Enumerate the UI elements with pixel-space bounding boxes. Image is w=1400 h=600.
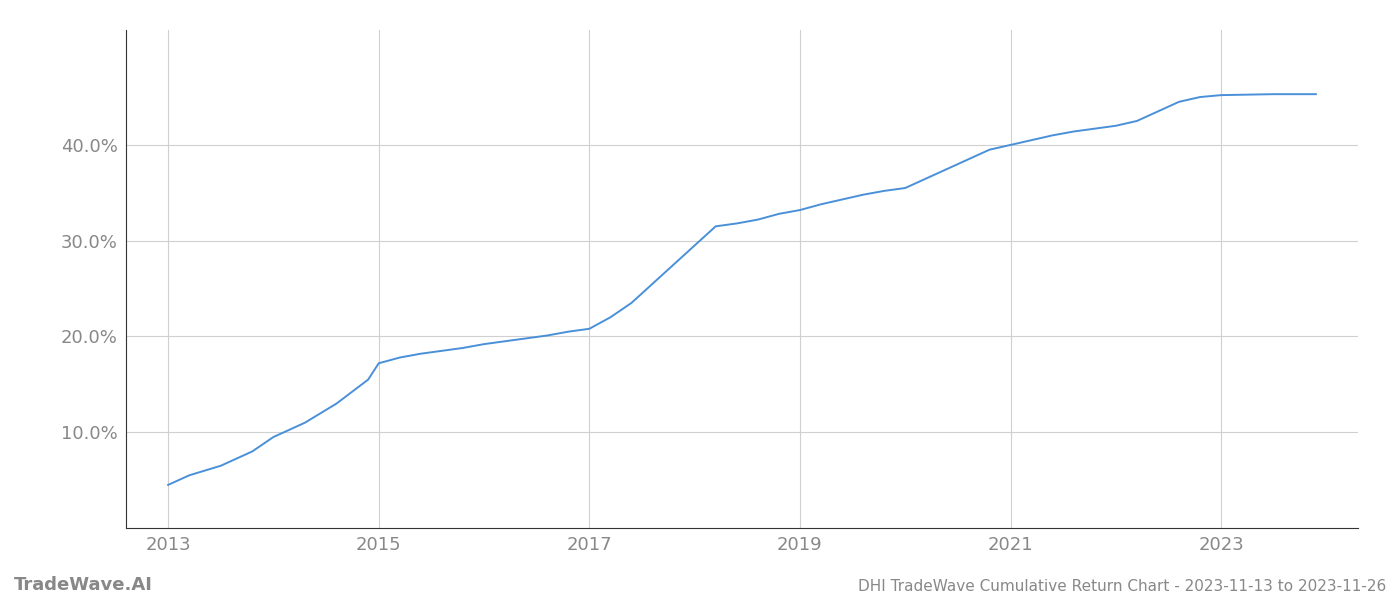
Text: DHI TradeWave Cumulative Return Chart - 2023-11-13 to 2023-11-26: DHI TradeWave Cumulative Return Chart - … [858,579,1386,594]
Text: TradeWave.AI: TradeWave.AI [14,576,153,594]
